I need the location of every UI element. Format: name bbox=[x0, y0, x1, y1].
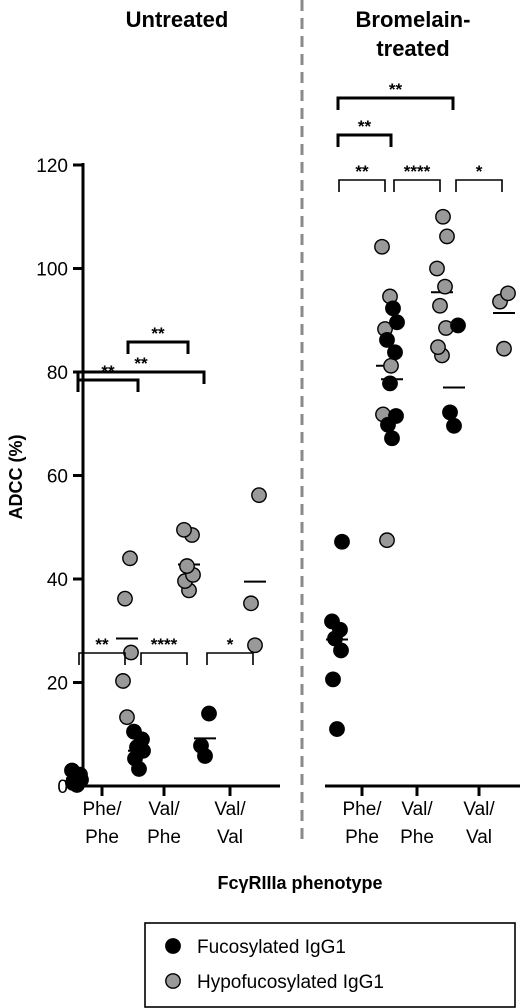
point-fucosylated bbox=[382, 375, 398, 392]
y-tick-label: 40 bbox=[47, 570, 68, 591]
point-hypofucosylated bbox=[122, 550, 138, 567]
y-tick-label: 20 bbox=[47, 674, 68, 695]
bracket-within-group-label: **** bbox=[404, 162, 431, 181]
legend-label-fucosylated: Fucosylated IgG1 bbox=[197, 937, 346, 958]
x-tick-label-line1: Phe/ bbox=[82, 799, 122, 820]
data-points bbox=[64, 208, 516, 793]
point-hypofucosylated bbox=[496, 340, 512, 357]
bracket-within-group-label: * bbox=[227, 635, 234, 654]
point-fucosylated bbox=[193, 737, 209, 754]
legend-box bbox=[144, 922, 516, 1008]
point-fucosylated bbox=[384, 430, 400, 447]
point-fucosylated bbox=[126, 723, 142, 740]
point-hypofucosylated bbox=[123, 644, 139, 661]
y-axis-label: ADCC (%) bbox=[6, 435, 26, 520]
point-fucosylated bbox=[385, 300, 401, 317]
bracket-within-group bbox=[338, 179, 386, 192]
bracket-between-groups-label: ** bbox=[389, 80, 403, 99]
point-hypofucosylated bbox=[500, 285, 516, 302]
point-fucosylated bbox=[325, 671, 341, 688]
mean-lines bbox=[66, 291, 515, 780]
bracket-within-group-label: * bbox=[476, 162, 483, 181]
point-fucosylated bbox=[388, 408, 404, 424]
x-tick-label-line1: Val/ bbox=[401, 799, 433, 820]
x-tick-label-line1: Val/ bbox=[463, 799, 495, 820]
x-tick-label-line1: Phe/ bbox=[342, 799, 382, 820]
panel-titles: Untreated Bromelain-treated bbox=[126, 7, 471, 61]
bracket-between-groups-label: ** bbox=[134, 354, 148, 373]
point-hypofucosylated bbox=[117, 590, 133, 607]
bracket-within-group bbox=[78, 652, 126, 665]
point-hypofucosylated bbox=[379, 532, 395, 549]
point-hypofucosylated bbox=[432, 297, 448, 314]
point-hypofucosylated bbox=[430, 339, 446, 356]
bracket-between-groups bbox=[76, 378, 140, 392]
significance-brackets: ** **** *** ****** **** ***** bbox=[76, 80, 503, 665]
point-hypofucosylated bbox=[435, 208, 451, 225]
point-hypofucosylated bbox=[439, 228, 455, 245]
bracket-within-group-label: **** bbox=[151, 635, 178, 654]
x-tick-label-line2: Phe bbox=[85, 827, 119, 848]
y-tick-label: 0 bbox=[57, 777, 68, 798]
panel-title-bromelain-line1: Bromelain- bbox=[356, 7, 471, 32]
bracket-within-group bbox=[206, 652, 254, 665]
x-tick-label-line2: Phe bbox=[147, 827, 181, 848]
x-axis-label: FcγRIIIa phenotype bbox=[217, 873, 382, 893]
bracket-between-groups bbox=[336, 96, 455, 110]
point-hypofucosylated bbox=[243, 595, 259, 612]
bracket-between-groups bbox=[126, 340, 190, 354]
point-hypofucosylated bbox=[115, 673, 131, 689]
legend-marker-hypofucosylated bbox=[165, 973, 181, 989]
point-fucosylated bbox=[324, 613, 340, 630]
x-tick-label-line2: Phe bbox=[400, 827, 434, 848]
y-tick-label: 80 bbox=[47, 363, 68, 384]
bracket-within-group bbox=[455, 179, 503, 192]
x-tick-label-line2: Val bbox=[217, 827, 243, 848]
legend-label-hypofucosylated: Hypofucosylated IgG1 bbox=[197, 972, 384, 993]
point-hypofucosylated bbox=[247, 637, 263, 654]
point-hypofucosylated bbox=[437, 278, 453, 295]
point-fucosylated bbox=[389, 314, 405, 331]
point-fucosylated bbox=[64, 762, 80, 779]
point-fucosylated bbox=[329, 721, 345, 737]
point-fucosylated bbox=[387, 344, 403, 361]
bracket-between-groups-label: ** bbox=[358, 117, 372, 136]
bracket-between-groups-label: ** bbox=[151, 324, 165, 343]
point-hypofucosylated bbox=[119, 709, 135, 726]
point-fucosylated bbox=[442, 404, 458, 421]
point-hypofucosylated bbox=[176, 521, 192, 538]
point-hypofucosylated bbox=[251, 487, 267, 504]
bracket-between-groups bbox=[336, 133, 393, 147]
point-hypofucosylated bbox=[374, 238, 390, 255]
bracket-within-group bbox=[393, 179, 441, 192]
legend-marker-fucosylated bbox=[165, 938, 181, 954]
legend: Fucosylated IgG1 Hypofucosylated IgG1 bbox=[144, 922, 516, 1008]
y-tick-label: 100 bbox=[36, 260, 68, 281]
axes bbox=[73, 163, 520, 796]
x-tick-label-line2: Val bbox=[466, 827, 492, 848]
bracket-within-group-label: ** bbox=[355, 162, 369, 181]
panel-title-bromelain-line2: treated bbox=[376, 36, 449, 61]
point-fucosylated bbox=[201, 705, 217, 722]
bracket-within-group-label: ** bbox=[95, 635, 109, 654]
point-fucosylated bbox=[379, 332, 395, 348]
point-hypofucosylated bbox=[179, 558, 195, 574]
point-fucosylated bbox=[450, 317, 466, 334]
panel-title-untreated: Untreated bbox=[126, 7, 229, 32]
y-tick-labels: 0 20 40 60 80 100 120 bbox=[36, 156, 68, 798]
point-hypofucosylated bbox=[383, 357, 399, 374]
y-tick-label: 60 bbox=[47, 467, 68, 488]
x-tick-label-line1: Val/ bbox=[214, 799, 246, 820]
x-tick-labels: Phe/Phe Val/Phe Val/Val Phe/Phe Val/Phe Val/V… bbox=[82, 799, 495, 848]
y-tick-label: 120 bbox=[36, 156, 68, 177]
point-hypofucosylated bbox=[429, 260, 445, 277]
bracket-between-groups bbox=[76, 370, 206, 384]
axis-titles: ADCC (%) FcγRIIIa phenotype bbox=[6, 435, 383, 894]
point-fucosylated bbox=[334, 533, 350, 550]
x-tick-label-line1: Val/ bbox=[148, 799, 180, 820]
point-fucosylated bbox=[446, 417, 462, 434]
x-tick-label-line2: Phe bbox=[345, 827, 379, 848]
bracket-within-group bbox=[140, 652, 188, 665]
